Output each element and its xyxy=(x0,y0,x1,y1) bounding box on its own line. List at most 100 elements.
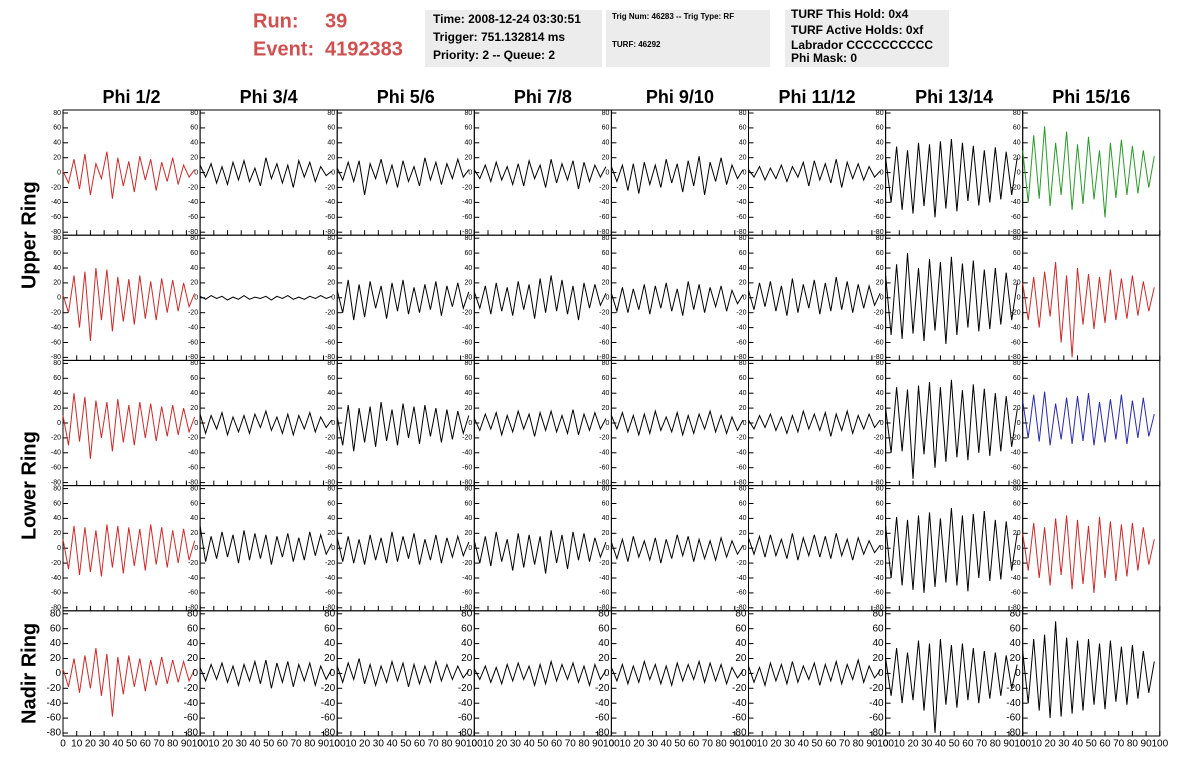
y-tick-label: -80 xyxy=(51,229,61,236)
y-tick-label: 60 xyxy=(602,250,610,257)
info-text: Trigger: 751.132814 ms xyxy=(433,30,565,44)
y-tick-label: -20 xyxy=(325,310,335,317)
y-tick-label: -40 xyxy=(1011,575,1021,582)
x-tick-label: 60 xyxy=(962,739,974,750)
y-tick-label: 60 xyxy=(465,500,473,507)
waveform xyxy=(336,402,470,452)
y-tick-label: 80 xyxy=(602,235,610,242)
y-tick-label: 0 xyxy=(468,545,472,552)
y-tick-label: 40 xyxy=(461,638,473,649)
y-tick-label: 40 xyxy=(876,390,884,397)
y-tick-label: 20 xyxy=(190,405,198,412)
y-tick-label: 60 xyxy=(465,125,473,132)
x-tick-label: 50 xyxy=(263,739,275,750)
waveform xyxy=(748,409,881,437)
x-tick-label: 40 xyxy=(1072,739,1084,750)
y-tick-label: 60 xyxy=(602,125,610,132)
y-tick-label: 0 xyxy=(1017,545,1021,552)
y-tick-label: -80 xyxy=(47,728,62,739)
y-tick-label: 0 xyxy=(605,295,609,302)
y-tick-label: 20 xyxy=(1013,530,1021,537)
y-tick-label: 20 xyxy=(735,653,747,664)
y-tick-label: 80 xyxy=(876,360,884,367)
x-tick-label: 50 xyxy=(400,739,412,750)
x-tick-label: 80 xyxy=(1127,739,1139,750)
x-tick-label: 100 xyxy=(603,739,620,750)
y-tick-label: 40 xyxy=(1013,140,1021,147)
y-tick-label: 60 xyxy=(190,125,198,132)
waveform xyxy=(610,659,744,688)
waveform xyxy=(610,534,744,564)
y-tick-label: -40 xyxy=(51,199,61,206)
y-tick-label: 60 xyxy=(598,623,610,634)
y-tick-label: -40 xyxy=(462,324,472,331)
waveform xyxy=(336,279,470,321)
x-tick-label: 100 xyxy=(466,739,483,750)
y-tick-label: 60 xyxy=(739,375,747,382)
x-tick-label: 50 xyxy=(1086,739,1098,750)
event-number: 4192383 xyxy=(325,38,403,60)
y-tick-label: -20 xyxy=(325,560,335,567)
x-tick-label: 100 xyxy=(1151,739,1168,750)
x-tick-label: 60 xyxy=(688,739,700,750)
y-tick-label: 40 xyxy=(190,390,198,397)
y-tick-label: 60 xyxy=(50,623,62,634)
y-tick-label: -80 xyxy=(873,354,883,361)
y-tick-label: -20 xyxy=(51,435,61,442)
y-tick-label: -60 xyxy=(599,339,609,346)
y-tick-label: 60 xyxy=(876,250,884,257)
y-tick-label: 60 xyxy=(53,375,61,382)
y-tick-label: 20 xyxy=(739,530,747,537)
y-tick-label: -40 xyxy=(325,324,335,331)
y-tick-label: -40 xyxy=(1011,199,1021,206)
y-tick-label: 80 xyxy=(324,608,336,619)
y-tick-label: 40 xyxy=(735,638,747,649)
y-tick-label: 40 xyxy=(602,140,610,147)
y-tick-label: 20 xyxy=(602,530,610,537)
y-tick-label: -40 xyxy=(325,450,335,457)
y-tick-label: -60 xyxy=(51,465,61,472)
x-tick-label: 0 xyxy=(883,739,889,750)
y-tick-label: -40 xyxy=(732,698,747,709)
y-tick-label: -20 xyxy=(51,310,61,317)
y-tick-label: -20 xyxy=(873,310,883,317)
waveform xyxy=(199,409,333,437)
waveform xyxy=(885,139,1018,218)
y-tick-label: 0 xyxy=(1015,668,1021,679)
y-tick-label: -40 xyxy=(462,199,472,206)
y-tick-label: 80 xyxy=(602,110,610,117)
x-tick-label: 80 xyxy=(990,739,1002,750)
y-tick-label: 80 xyxy=(739,110,747,117)
y-tick-label: -20 xyxy=(1011,310,1021,317)
y-tick-label: -60 xyxy=(47,713,62,724)
y-tick-label: -60 xyxy=(736,339,746,346)
y-tick-label: 40 xyxy=(602,515,610,522)
waveform xyxy=(610,409,744,437)
y-tick-label: 60 xyxy=(1013,125,1021,132)
y-tick-label: -60 xyxy=(462,339,472,346)
y-tick-label: 0 xyxy=(468,169,472,176)
y-tick-label: -60 xyxy=(1011,339,1021,346)
y-tick-label: -20 xyxy=(599,184,609,191)
y-tick-label: 0 xyxy=(605,420,609,427)
y-tick-label: 80 xyxy=(327,485,335,492)
x-tick-label: 40 xyxy=(249,739,261,750)
y-tick-label: 40 xyxy=(465,265,473,272)
y-tick-label: -40 xyxy=(599,324,609,331)
y-tick-label: 80 xyxy=(739,360,747,367)
column-label: Phi 7/8 xyxy=(514,87,572,107)
y-tick-label: 20 xyxy=(190,280,198,287)
y-tick-label: 20 xyxy=(53,155,61,162)
waveform xyxy=(336,531,470,565)
x-tick-label: 10 xyxy=(482,739,494,750)
info-box xyxy=(425,10,602,67)
x-tick-label: 80 xyxy=(441,739,453,750)
x-tick-label: 20 xyxy=(907,739,919,750)
y-tick-label: 40 xyxy=(324,638,336,649)
y-tick-label: 20 xyxy=(465,405,473,412)
info-text: TURF: 46292 xyxy=(612,40,661,49)
y-tick-label: 20 xyxy=(190,155,198,162)
x-tick-label: 20 xyxy=(359,739,371,750)
y-tick-label: -80 xyxy=(1011,354,1021,361)
y-tick-label: -80 xyxy=(1011,479,1021,486)
